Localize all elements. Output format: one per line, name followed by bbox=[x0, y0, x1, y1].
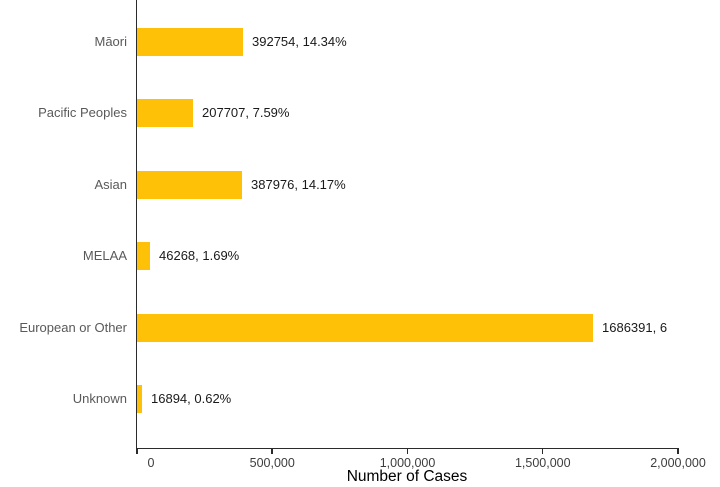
x-axis-tick bbox=[136, 449, 138, 454]
x-axis-tick bbox=[541, 449, 544, 454]
bar-value-label: 387976, 14.17% bbox=[251, 176, 346, 192]
bar bbox=[137, 242, 150, 271]
x-axis-tick-label: 2,000,000 bbox=[650, 456, 706, 470]
category-label: MELAA bbox=[82, 248, 127, 264]
bar bbox=[137, 313, 593, 342]
category-label: Asian bbox=[94, 176, 127, 192]
bar bbox=[137, 99, 193, 128]
category-label: Unknown bbox=[72, 391, 127, 406]
bar-value-label: 46268, 1.69% bbox=[159, 248, 240, 264]
bar-value-label: 392754, 14.34% bbox=[252, 34, 347, 49]
category-label: European or Other bbox=[19, 319, 127, 335]
bar-value-label: 16894, 0.62% bbox=[151, 391, 232, 406]
plot-area bbox=[136, 0, 679, 449]
category-label: Māori bbox=[94, 34, 127, 49]
x-axis-tick bbox=[271, 449, 273, 454]
x-axis-tick-label: 1,000,000 bbox=[379, 456, 436, 470]
bar bbox=[137, 28, 243, 56]
bar-value-label: 1686391, 6 bbox=[602, 319, 668, 335]
bar bbox=[137, 385, 142, 413]
x-axis-tick bbox=[406, 449, 408, 454]
x-axis-title: Number of Cases bbox=[346, 468, 468, 485]
bar-value-label: 207707, 7.59% bbox=[202, 105, 290, 121]
category-label: Pacific Peoples bbox=[38, 105, 127, 121]
x-axis-tick bbox=[677, 449, 679, 454]
x-axis-tick-label: 500,000 bbox=[249, 456, 295, 470]
x-axis-tick-label: 1,500,000 bbox=[514, 456, 571, 470]
bar bbox=[137, 170, 242, 199]
x-axis-tick-label: 0 bbox=[147, 456, 155, 470]
